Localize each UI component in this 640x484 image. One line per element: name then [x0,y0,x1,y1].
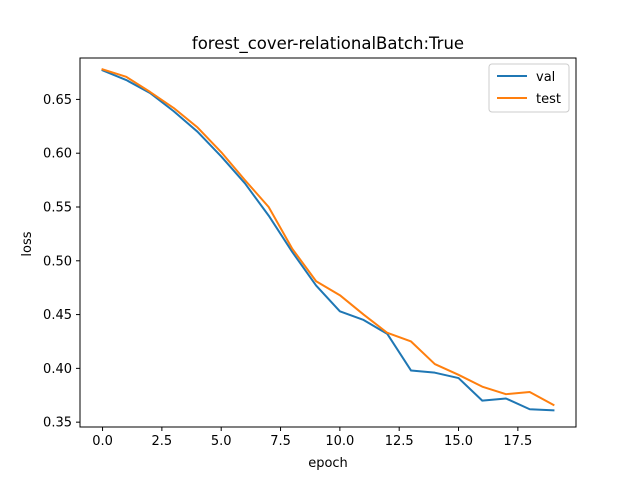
axes-frame [79,57,577,428]
legend-label-val: val [536,70,555,85]
x-tick-label: 7.5 [270,434,291,449]
plot-area [101,68,555,412]
y-tick-label: 0.50 [43,254,72,269]
x-tick-label: 10.0 [325,434,354,449]
y-tick-label: 0.60 [43,147,72,162]
x-tick-label: 2.5 [152,434,173,449]
x-axis-label: epoch [308,456,348,471]
chart-title: forest_cover-relationalBatch:True [192,34,464,54]
series-line-test [101,68,555,407]
x-tick-label: 5.0 [211,434,232,449]
x-tick-label: 12.5 [385,434,414,449]
y-axis-label: loss [20,231,35,256]
axes: 0.0 2.5 5.0 7.5 10.0 12.5 15.0 17.5 0.35 0.40 0.45… [43,57,577,449]
legend-label-test: test [536,92,561,107]
series-line-val [101,69,555,412]
y-tick-label: 0.55 [43,200,72,215]
y-tick-label: 0.45 [43,308,72,323]
y-tick-label: 0.35 [43,416,72,431]
y-tick-label: 0.40 [43,362,72,377]
y-tick-label: 0.65 [43,93,72,108]
x-tick-label: 0.0 [92,434,113,449]
x-tick-label: 17.5 [503,434,532,449]
legend: val test [488,63,570,113]
x-tick-label: 15.0 [444,434,473,449]
